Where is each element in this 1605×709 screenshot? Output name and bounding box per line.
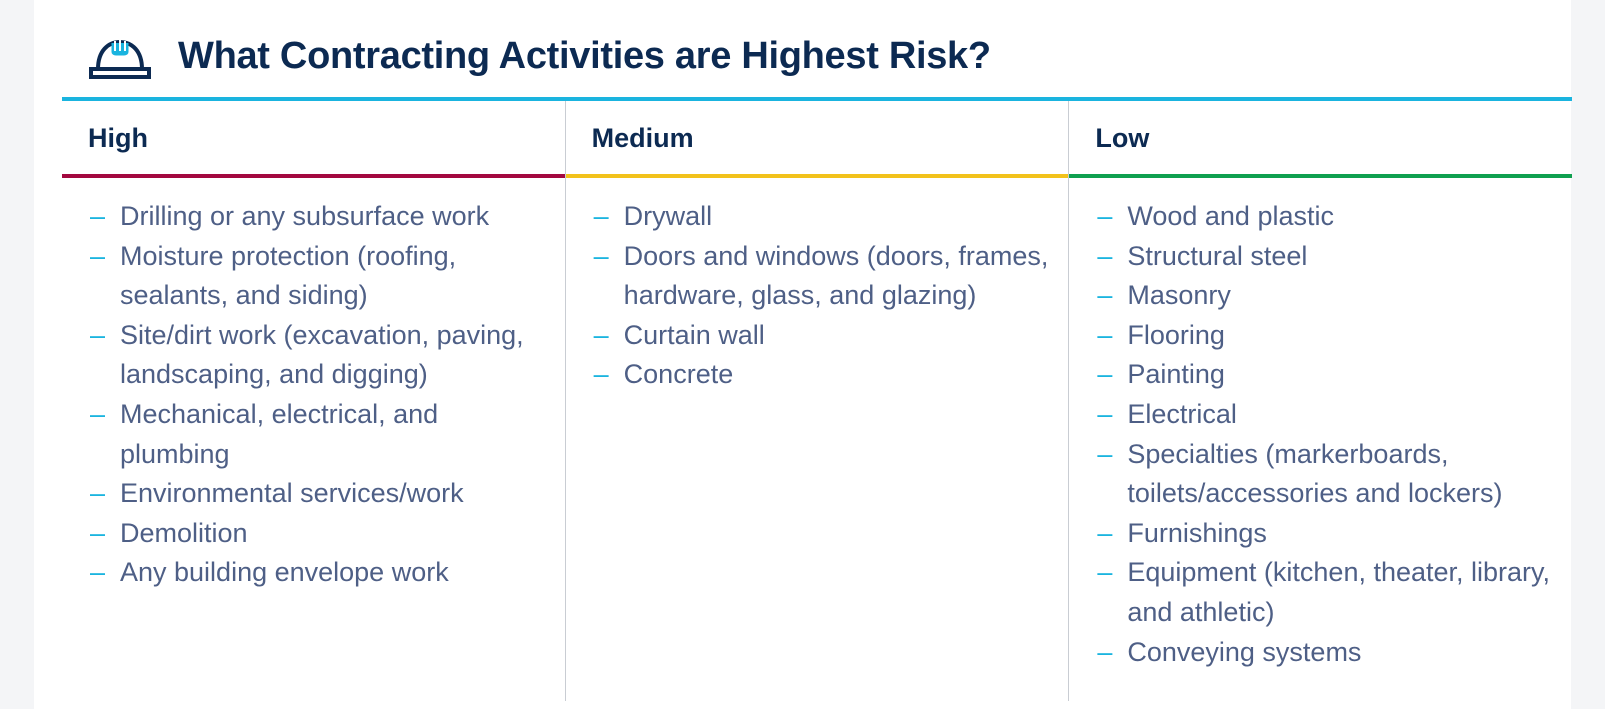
column-medium: Medium – Drywall – Doors and windows (doors… <box>564 101 1069 701</box>
dash-marker: – <box>90 201 106 231</box>
column-high: High – Drilling or any subsurface work – Mo… <box>62 101 565 701</box>
list-item-text: Curtain wall <box>623 319 765 350</box>
dash-marker: – <box>1097 280 1113 311</box>
list-item: – Curtain wall <box>594 316 1059 356</box>
dash-marker: – <box>1097 319 1113 350</box>
list-item-text: Doors and windows (doors, frames, hardwa… <box>623 240 1049 311</box>
list-item: – Painting <box>1097 355 1562 395</box>
dash-marker: – <box>90 517 106 548</box>
title-row: What Contracting Activities are Highest … <box>88 28 991 84</box>
title-divider <box>62 97 1572 101</box>
list-item: – Mechanical, electrical, and plumbing <box>90 395 555 474</box>
dash-marker: – <box>1097 398 1113 429</box>
list-item-text: Any building envelope work <box>120 557 449 588</box>
dash-marker: – <box>1097 240 1113 271</box>
list-item-text: Mechanical, electrical, and plumbing <box>120 398 439 469</box>
list-item-text: Specialties (markerboards, toilets/acces… <box>1127 438 1503 509</box>
list-item-text: Wood and plastic <box>1127 201 1334 231</box>
list-item: – Drywall <box>594 197 1059 237</box>
list-item: – Environmental services/work <box>90 474 555 514</box>
list-item-text: Furnishings <box>1127 517 1267 548</box>
column-low: Low – Wood and plastic – Structural steel – M… <box>1068 101 1573 701</box>
list-item: – Any building envelope work <box>90 553 555 593</box>
list-item-text: Structural steel <box>1127 240 1308 271</box>
dash-marker: – <box>593 359 609 390</box>
high-risk-list: – Drilling or any subsurface work – Moistur… <box>62 178 565 593</box>
list-item: – Wood and plastic <box>1097 197 1562 237</box>
list-item: – Moisture protection (roofing, sealants,… <box>90 237 555 316</box>
dash-marker: – <box>90 478 106 509</box>
list-item-text: Painting <box>1127 359 1225 390</box>
content-card <box>34 0 1571 709</box>
column-rule-medium <box>565 174 1069 178</box>
list-item-text: Flooring <box>1127 319 1225 350</box>
hard-hat-icon <box>89 40 151 79</box>
dash-marker: – <box>90 398 106 429</box>
list-item: – Structural steel <box>1097 237 1562 277</box>
dash-marker: – <box>1097 557 1113 588</box>
list-item-text: Concrete <box>623 359 734 390</box>
column-heading: Low <box>1095 123 1150 153</box>
dash-marker: – <box>593 201 609 231</box>
list-item: – Flooring <box>1097 316 1562 356</box>
list-item: – Doors and windows (doors, frames, hardw… <box>594 237 1059 316</box>
list-item: – Concrete <box>594 355 1059 395</box>
list-item: – Demolition <box>90 514 555 554</box>
list-item-text: Moisture protection (roofing, sealants, … <box>120 240 457 311</box>
dash-marker: – <box>593 319 609 350</box>
list-item: – Electrical <box>1097 395 1562 435</box>
list-item: – Site/dirt work (excavation, paving, lan… <box>90 316 555 395</box>
dash-marker: – <box>1097 438 1113 469</box>
list-item-text: Drilling or any subsurface work <box>120 201 490 231</box>
list-item: – Furnishings <box>1097 514 1562 554</box>
medium-risk-list: – Drywall – Doors and windows (doors, frame… <box>566 178 1069 395</box>
page-title: What Contracting Activities are Highest … <box>178 34 991 77</box>
list-item-text: Masonry <box>1127 280 1231 311</box>
list-item: – Equipment (kitchen, theater, library, a… <box>1097 553 1562 632</box>
dash-marker: – <box>1097 359 1113 390</box>
list-item: – Specialties (markerboards, toilets/acce… <box>1097 435 1562 514</box>
column-heading: Medium <box>591 123 694 153</box>
dash-marker: – <box>90 240 106 271</box>
risk-columns: High – Drilling or any subsurface work – Mo… <box>62 101 1573 701</box>
dash-marker: – <box>90 557 106 588</box>
dash-marker: – <box>593 240 609 271</box>
list-item: – Drilling or any subsurface work <box>90 197 555 237</box>
list-item-text: Site/dirt work (excavation, paving, land… <box>120 319 524 390</box>
column-heading: High <box>88 123 148 153</box>
list-item-text: Electrical <box>1127 398 1237 429</box>
dash-marker: – <box>1097 517 1113 548</box>
dash-marker: – <box>90 319 106 350</box>
list-item-text: Demolition <box>120 517 248 548</box>
column-rule-low <box>1069 174 1573 178</box>
dash-marker: – <box>1097 636 1113 667</box>
list-item: – Masonry <box>1097 276 1562 316</box>
list-item-text: Drywall <box>623 201 713 231</box>
list-item: – Conveying systems <box>1097 633 1562 673</box>
list-item-text: Equipment (kitchen, theater, library, an… <box>1127 557 1551 627</box>
low-risk-list: – Wood and plastic – Structural steel – Mason… <box>1069 178 1572 672</box>
column-rule-high <box>62 174 565 178</box>
dash-marker: – <box>1097 201 1113 231</box>
list-item-text: Conveying systems <box>1127 636 1362 667</box>
list-item-text: Environmental services/work <box>120 478 464 509</box>
